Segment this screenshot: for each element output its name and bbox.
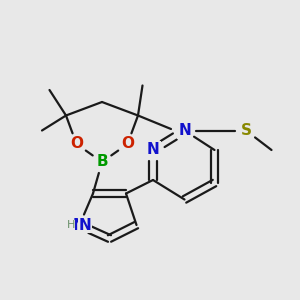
Text: B: B bbox=[96, 154, 108, 169]
Text: S: S bbox=[241, 123, 251, 138]
Text: N: N bbox=[178, 123, 191, 138]
Text: N: N bbox=[79, 218, 92, 232]
Text: N: N bbox=[147, 142, 159, 158]
Text: N: N bbox=[73, 218, 86, 232]
Text: H: H bbox=[67, 220, 75, 230]
Text: O: O bbox=[70, 136, 83, 152]
Text: O: O bbox=[121, 136, 134, 152]
